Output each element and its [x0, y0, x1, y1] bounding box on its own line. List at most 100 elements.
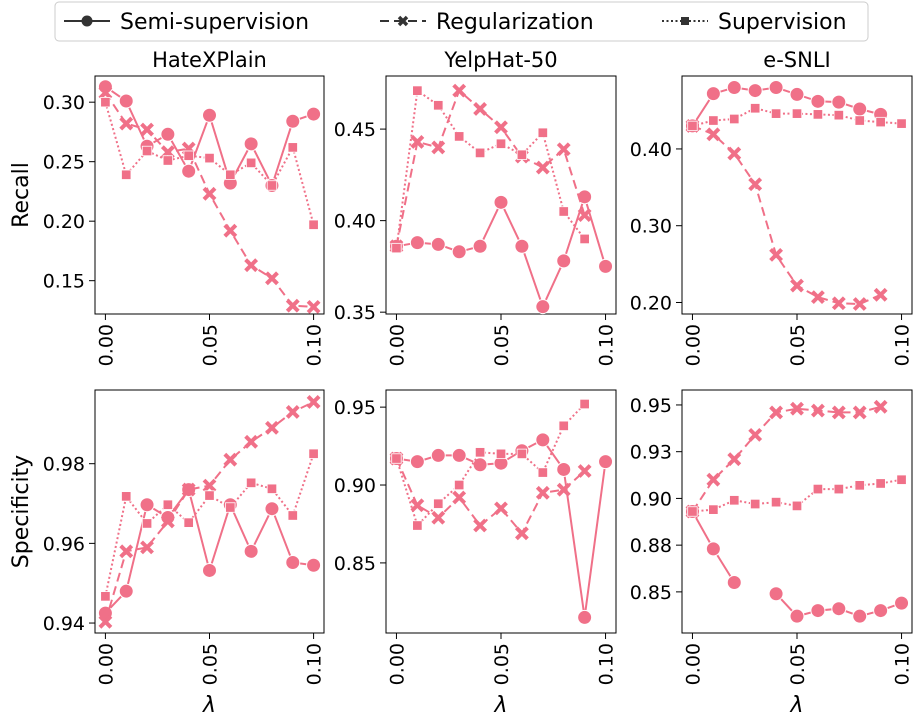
legend-frame: [54, 1, 869, 42]
data-point: [579, 233, 590, 245]
x-tick-label: 0.00: [682, 643, 704, 685]
data-point: [100, 591, 111, 602]
data-point: [223, 223, 238, 238]
x-tick-label: 0.10: [596, 324, 618, 366]
data-point: [243, 543, 259, 559]
series-regularization: [685, 118, 888, 311]
data-point: [433, 100, 444, 111]
data-point: [514, 238, 530, 254]
data-point: [873, 287, 888, 302]
data-point: [708, 504, 719, 515]
data-point: [160, 126, 176, 142]
data-point: [579, 398, 590, 410]
data-point: [473, 102, 488, 116]
x-axis-label: λ: [493, 693, 507, 718]
y-tick-label: 0.95: [630, 395, 672, 417]
data-point: [535, 485, 550, 500]
data-point: [535, 160, 550, 175]
data-point: [769, 405, 784, 420]
series-supervision: [100, 448, 319, 602]
data-point: [852, 101, 868, 117]
data-point: [831, 94, 847, 110]
data-point: [705, 541, 721, 557]
legend-item: Semi-supervision: [64, 10, 309, 35]
data-point: [577, 189, 593, 205]
data-point: [896, 474, 907, 485]
data-point: [308, 219, 319, 230]
data-point: [121, 169, 132, 180]
chart-panel: HateXPlain 0.15 0.20 0.25 0.30 0.00 0.05 0.10 Re…: [9, 48, 326, 366]
data-point: [430, 447, 446, 463]
data-point: [705, 86, 721, 102]
data-point: [495, 138, 507, 149]
data-point: [558, 206, 569, 217]
legend-marker: [81, 15, 93, 27]
data-point: [748, 427, 763, 442]
y-tick-label: 0.96: [43, 533, 85, 555]
data-point: [139, 497, 155, 513]
data-point: [140, 122, 154, 137]
data-point: [706, 127, 721, 142]
data-point: [831, 601, 847, 617]
data-point: [183, 517, 194, 528]
series-supervision: [687, 103, 907, 132]
data-point: [410, 134, 425, 149]
data-point: [244, 434, 259, 449]
x-tick-label: 0.05: [491, 643, 513, 685]
data-point: [266, 180, 278, 191]
x-tick-label: 0.00: [386, 324, 408, 366]
x-tick-label: 0.00: [95, 324, 117, 366]
data-point: [790, 401, 804, 416]
data-point: [556, 142, 571, 157]
data-point: [495, 448, 507, 460]
data-point: [708, 115, 719, 126]
data-point: [265, 271, 279, 286]
y-tick-label: 0.98: [43, 454, 85, 476]
data-point: [472, 457, 488, 473]
data-point: [160, 514, 175, 529]
data-point: [833, 483, 844, 495]
data-point: [789, 608, 805, 624]
data-point: [598, 258, 614, 274]
legend: Semi-supervision Regularization Supervisio…: [54, 1, 869, 42]
data-point: [264, 501, 280, 517]
series-supervision: [687, 474, 907, 517]
data-point: [474, 147, 486, 159]
data-point: [729, 495, 740, 506]
y-tick-label: 0.90: [630, 488, 672, 510]
data-point: [875, 478, 886, 489]
data-point: [770, 108, 782, 119]
data-point: [577, 464, 592, 478]
data-point: [537, 127, 548, 138]
panel-title: YelpHat-50: [443, 48, 557, 72]
data-point: [810, 603, 826, 619]
legend-label: Supervision: [718, 10, 847, 35]
y-axis-label: Recall: [9, 162, 34, 228]
data-point: [306, 395, 321, 409]
data-point: [202, 107, 217, 123]
x-tick-label: 0.10: [892, 324, 913, 366]
data-point: [409, 235, 425, 251]
series-line: [395, 88, 586, 249]
data-point: [409, 454, 425, 470]
data-point: [431, 510, 446, 525]
data-point: [494, 501, 508, 516]
data-point: [556, 482, 571, 497]
data-point: [162, 499, 174, 510]
data-point: [810, 403, 825, 418]
legend-label: Semi-supervision: [120, 10, 309, 35]
y-tick-label: 0.30: [630, 216, 672, 238]
data-point: [204, 490, 215, 501]
y-tick-label: 0.94: [43, 613, 85, 635]
data-point: [535, 299, 551, 315]
data-point: [852, 405, 867, 420]
data-point: [121, 491, 132, 502]
data-point: [812, 109, 824, 120]
data-point: [308, 448, 319, 459]
data-point: [726, 575, 742, 591]
data-point: [791, 500, 803, 512]
panel-title: HateXPlain: [152, 48, 267, 72]
chart-panel: e-SNLI 0.20 0.30 0.40 0.00 0.05 0.10: [630, 48, 913, 366]
data-point: [285, 404, 300, 419]
